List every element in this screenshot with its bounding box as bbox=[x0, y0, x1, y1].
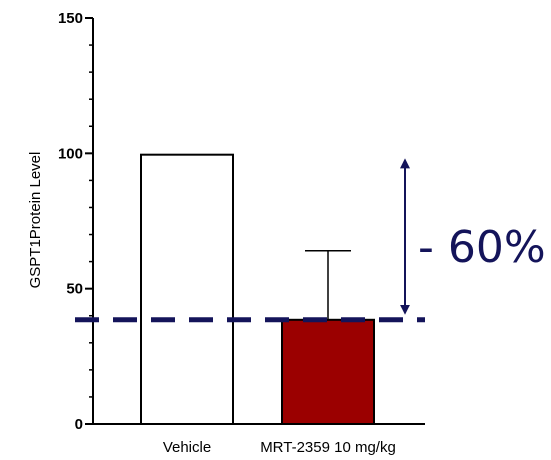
x-tick-label: MRT-2359 10 mg/kg bbox=[260, 439, 396, 456]
annotation-group: - 60% bbox=[400, 158, 546, 315]
bar-vehicle bbox=[140, 153, 234, 425]
y-tick-label: 100 bbox=[58, 145, 83, 162]
percent-change-annotation: - 60% bbox=[418, 222, 546, 273]
y-tick-label: 50 bbox=[66, 281, 83, 298]
bar-mrt-2359 bbox=[281, 318, 375, 425]
y-tick-label: 0 bbox=[75, 416, 83, 433]
y-tick-label: 150 bbox=[58, 10, 83, 27]
y-axis-label: GSPT1Protein Level bbox=[27, 152, 44, 289]
x-tick-label: Vehicle bbox=[163, 439, 211, 456]
bars: Vehicle MRT-2359 10 mg/kg bbox=[140, 153, 396, 456]
